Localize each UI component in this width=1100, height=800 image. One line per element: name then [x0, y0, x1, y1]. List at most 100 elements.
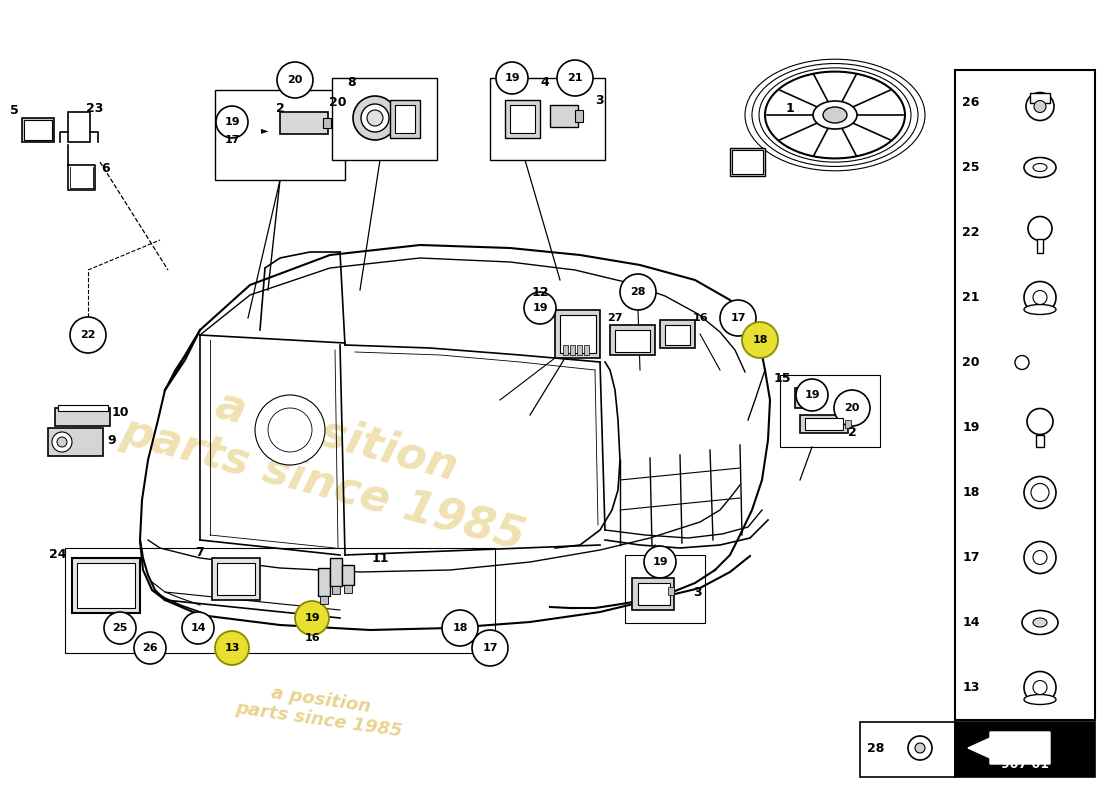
Ellipse shape — [1024, 477, 1056, 509]
Bar — [556, 310, 600, 358]
Bar — [510, 105, 535, 133]
Circle shape — [742, 322, 778, 358]
Circle shape — [52, 432, 72, 452]
Circle shape — [134, 632, 166, 664]
Bar — [332, 586, 340, 594]
Text: 17: 17 — [224, 135, 240, 145]
Text: 19: 19 — [504, 73, 520, 83]
Bar — [955, 70, 1094, 720]
Text: 26: 26 — [142, 643, 157, 653]
Circle shape — [1026, 93, 1054, 121]
Circle shape — [295, 601, 329, 635]
Text: 18: 18 — [962, 486, 980, 499]
Bar — [666, 325, 690, 345]
Text: 2: 2 — [848, 426, 857, 438]
Text: 18: 18 — [452, 623, 468, 633]
Bar — [638, 583, 670, 605]
Bar — [730, 148, 764, 176]
Bar — [610, 325, 654, 355]
Circle shape — [1024, 671, 1056, 703]
Bar — [570, 345, 575, 355]
Bar — [578, 345, 582, 355]
Circle shape — [255, 395, 324, 465]
Text: 8: 8 — [348, 77, 356, 90]
Text: 22: 22 — [80, 330, 96, 340]
Text: 19: 19 — [962, 421, 980, 434]
Ellipse shape — [1022, 610, 1058, 634]
Circle shape — [1033, 681, 1047, 694]
Circle shape — [442, 610, 478, 646]
Bar — [68, 112, 90, 142]
Text: 17: 17 — [730, 313, 746, 323]
Bar — [625, 555, 705, 623]
Ellipse shape — [1031, 483, 1049, 502]
Circle shape — [1033, 550, 1047, 565]
Text: 19: 19 — [652, 557, 668, 567]
Text: 20: 20 — [845, 403, 860, 413]
Ellipse shape — [823, 107, 847, 123]
Text: 20: 20 — [329, 95, 346, 109]
Circle shape — [216, 106, 248, 138]
Bar — [342, 565, 354, 585]
Text: 28: 28 — [867, 742, 884, 754]
Text: 14: 14 — [962, 616, 980, 629]
Text: 12: 12 — [531, 286, 549, 298]
Bar — [805, 418, 843, 430]
Bar — [632, 578, 674, 610]
Circle shape — [644, 546, 676, 578]
Text: a position
parts since 1985: a position parts since 1985 — [117, 362, 543, 558]
Circle shape — [524, 292, 556, 324]
Bar — [22, 118, 54, 142]
Text: 28: 28 — [630, 287, 646, 297]
Circle shape — [496, 62, 528, 94]
Bar — [563, 345, 568, 355]
Text: 19: 19 — [224, 117, 240, 127]
Bar — [55, 408, 110, 426]
Bar — [660, 320, 695, 348]
Circle shape — [1028, 217, 1052, 241]
Bar — [217, 563, 255, 595]
Bar — [615, 330, 650, 352]
Ellipse shape — [1033, 618, 1047, 627]
Circle shape — [1024, 282, 1056, 314]
Bar — [860, 722, 955, 777]
Circle shape — [57, 437, 67, 447]
Bar — [800, 415, 848, 433]
Circle shape — [915, 743, 925, 753]
Text: 20: 20 — [287, 75, 303, 85]
Circle shape — [361, 104, 389, 132]
Bar — [955, 722, 1094, 777]
Circle shape — [1033, 290, 1047, 305]
Polygon shape — [968, 732, 1050, 764]
Text: 27: 27 — [607, 313, 623, 323]
Bar — [795, 388, 815, 408]
Bar — [323, 118, 331, 128]
Text: 22: 22 — [962, 226, 980, 239]
Circle shape — [70, 317, 106, 353]
Circle shape — [472, 630, 508, 666]
Ellipse shape — [813, 101, 857, 129]
Text: 1: 1 — [785, 102, 794, 114]
Bar — [490, 78, 605, 160]
Text: 21: 21 — [568, 73, 583, 83]
Text: 3: 3 — [596, 94, 604, 106]
Bar — [560, 315, 596, 353]
Text: 26: 26 — [962, 96, 980, 109]
Bar — [1036, 434, 1044, 446]
Bar — [72, 558, 140, 613]
Bar — [320, 596, 328, 604]
Bar — [1030, 93, 1050, 102]
Text: 24: 24 — [50, 549, 67, 562]
Bar — [212, 558, 260, 600]
Text: 20: 20 — [962, 356, 980, 369]
Bar — [780, 375, 880, 447]
Circle shape — [1034, 101, 1046, 113]
Text: 11: 11 — [372, 551, 388, 565]
Text: 25: 25 — [112, 623, 128, 633]
Bar — [395, 105, 415, 133]
Bar — [550, 105, 578, 127]
Circle shape — [834, 390, 870, 426]
Text: 17: 17 — [962, 551, 980, 564]
Text: 19: 19 — [804, 390, 820, 400]
Text: 19: 19 — [532, 303, 548, 313]
